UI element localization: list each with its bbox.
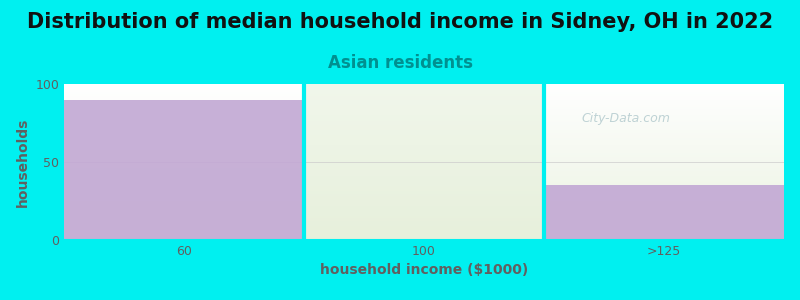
Text: Asian residents: Asian residents xyxy=(327,54,473,72)
Y-axis label: households: households xyxy=(16,117,30,207)
Text: Distribution of median household income in Sidney, OH in 2022: Distribution of median household income … xyxy=(27,12,773,32)
Bar xyxy=(64,100,304,240)
Text: City-Data.com: City-Data.com xyxy=(581,112,670,125)
X-axis label: household income ($1000): household income ($1000) xyxy=(320,263,528,278)
Bar xyxy=(304,84,544,240)
Bar xyxy=(544,185,784,240)
